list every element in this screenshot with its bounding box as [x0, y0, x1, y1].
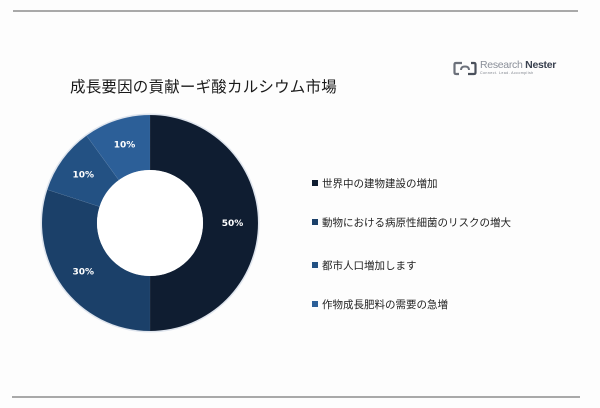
slice-percent-label: 30% [72, 267, 94, 277]
legend-item: 作物成長肥料の需要の急増 [312, 297, 448, 311]
legend-item: 都市人口増加します [312, 258, 417, 272]
research-nester-logo: Research Nester Connect. Lead. Accomplis… [453, 57, 563, 79]
top-divider [13, 10, 578, 12]
logo-name: Research Nester [480, 60, 556, 71]
logo-name-bold: Nester [525, 59, 557, 72]
slice-percent-label: 10% [72, 171, 94, 181]
legend-label: 世界中の建物建設の増加 [322, 177, 438, 190]
slice-percent-label: 50% [222, 219, 244, 229]
legend-label: 都市人口増加します [322, 259, 417, 272]
legend-label: 動物における病原性細菌のリスクの増大 [322, 216, 511, 229]
logo-name-light: Research [480, 59, 523, 72]
slice-percent-label: 10% [114, 141, 136, 151]
legend-square-icon [312, 301, 318, 307]
legend-item: 動物における病原性細菌のリスクの増大 [312, 215, 511, 229]
logo-tagline: Connect. Lead. Accomplish [480, 70, 534, 75]
legend-label: 作物成長肥料の需要の急増 [322, 298, 448, 311]
legend-square-icon [312, 262, 318, 268]
logo-mark-icon [453, 61, 477, 75]
legend-square-icon [312, 180, 318, 186]
legend-item: 世界中の建物建設の増加 [312, 176, 438, 190]
legend-square-icon [312, 219, 318, 225]
donut-hole [97, 170, 203, 276]
chart-title: 成長要因の貢献ーギ酸カルシウム市場 [70, 78, 337, 96]
bottom-divider [12, 396, 580, 398]
